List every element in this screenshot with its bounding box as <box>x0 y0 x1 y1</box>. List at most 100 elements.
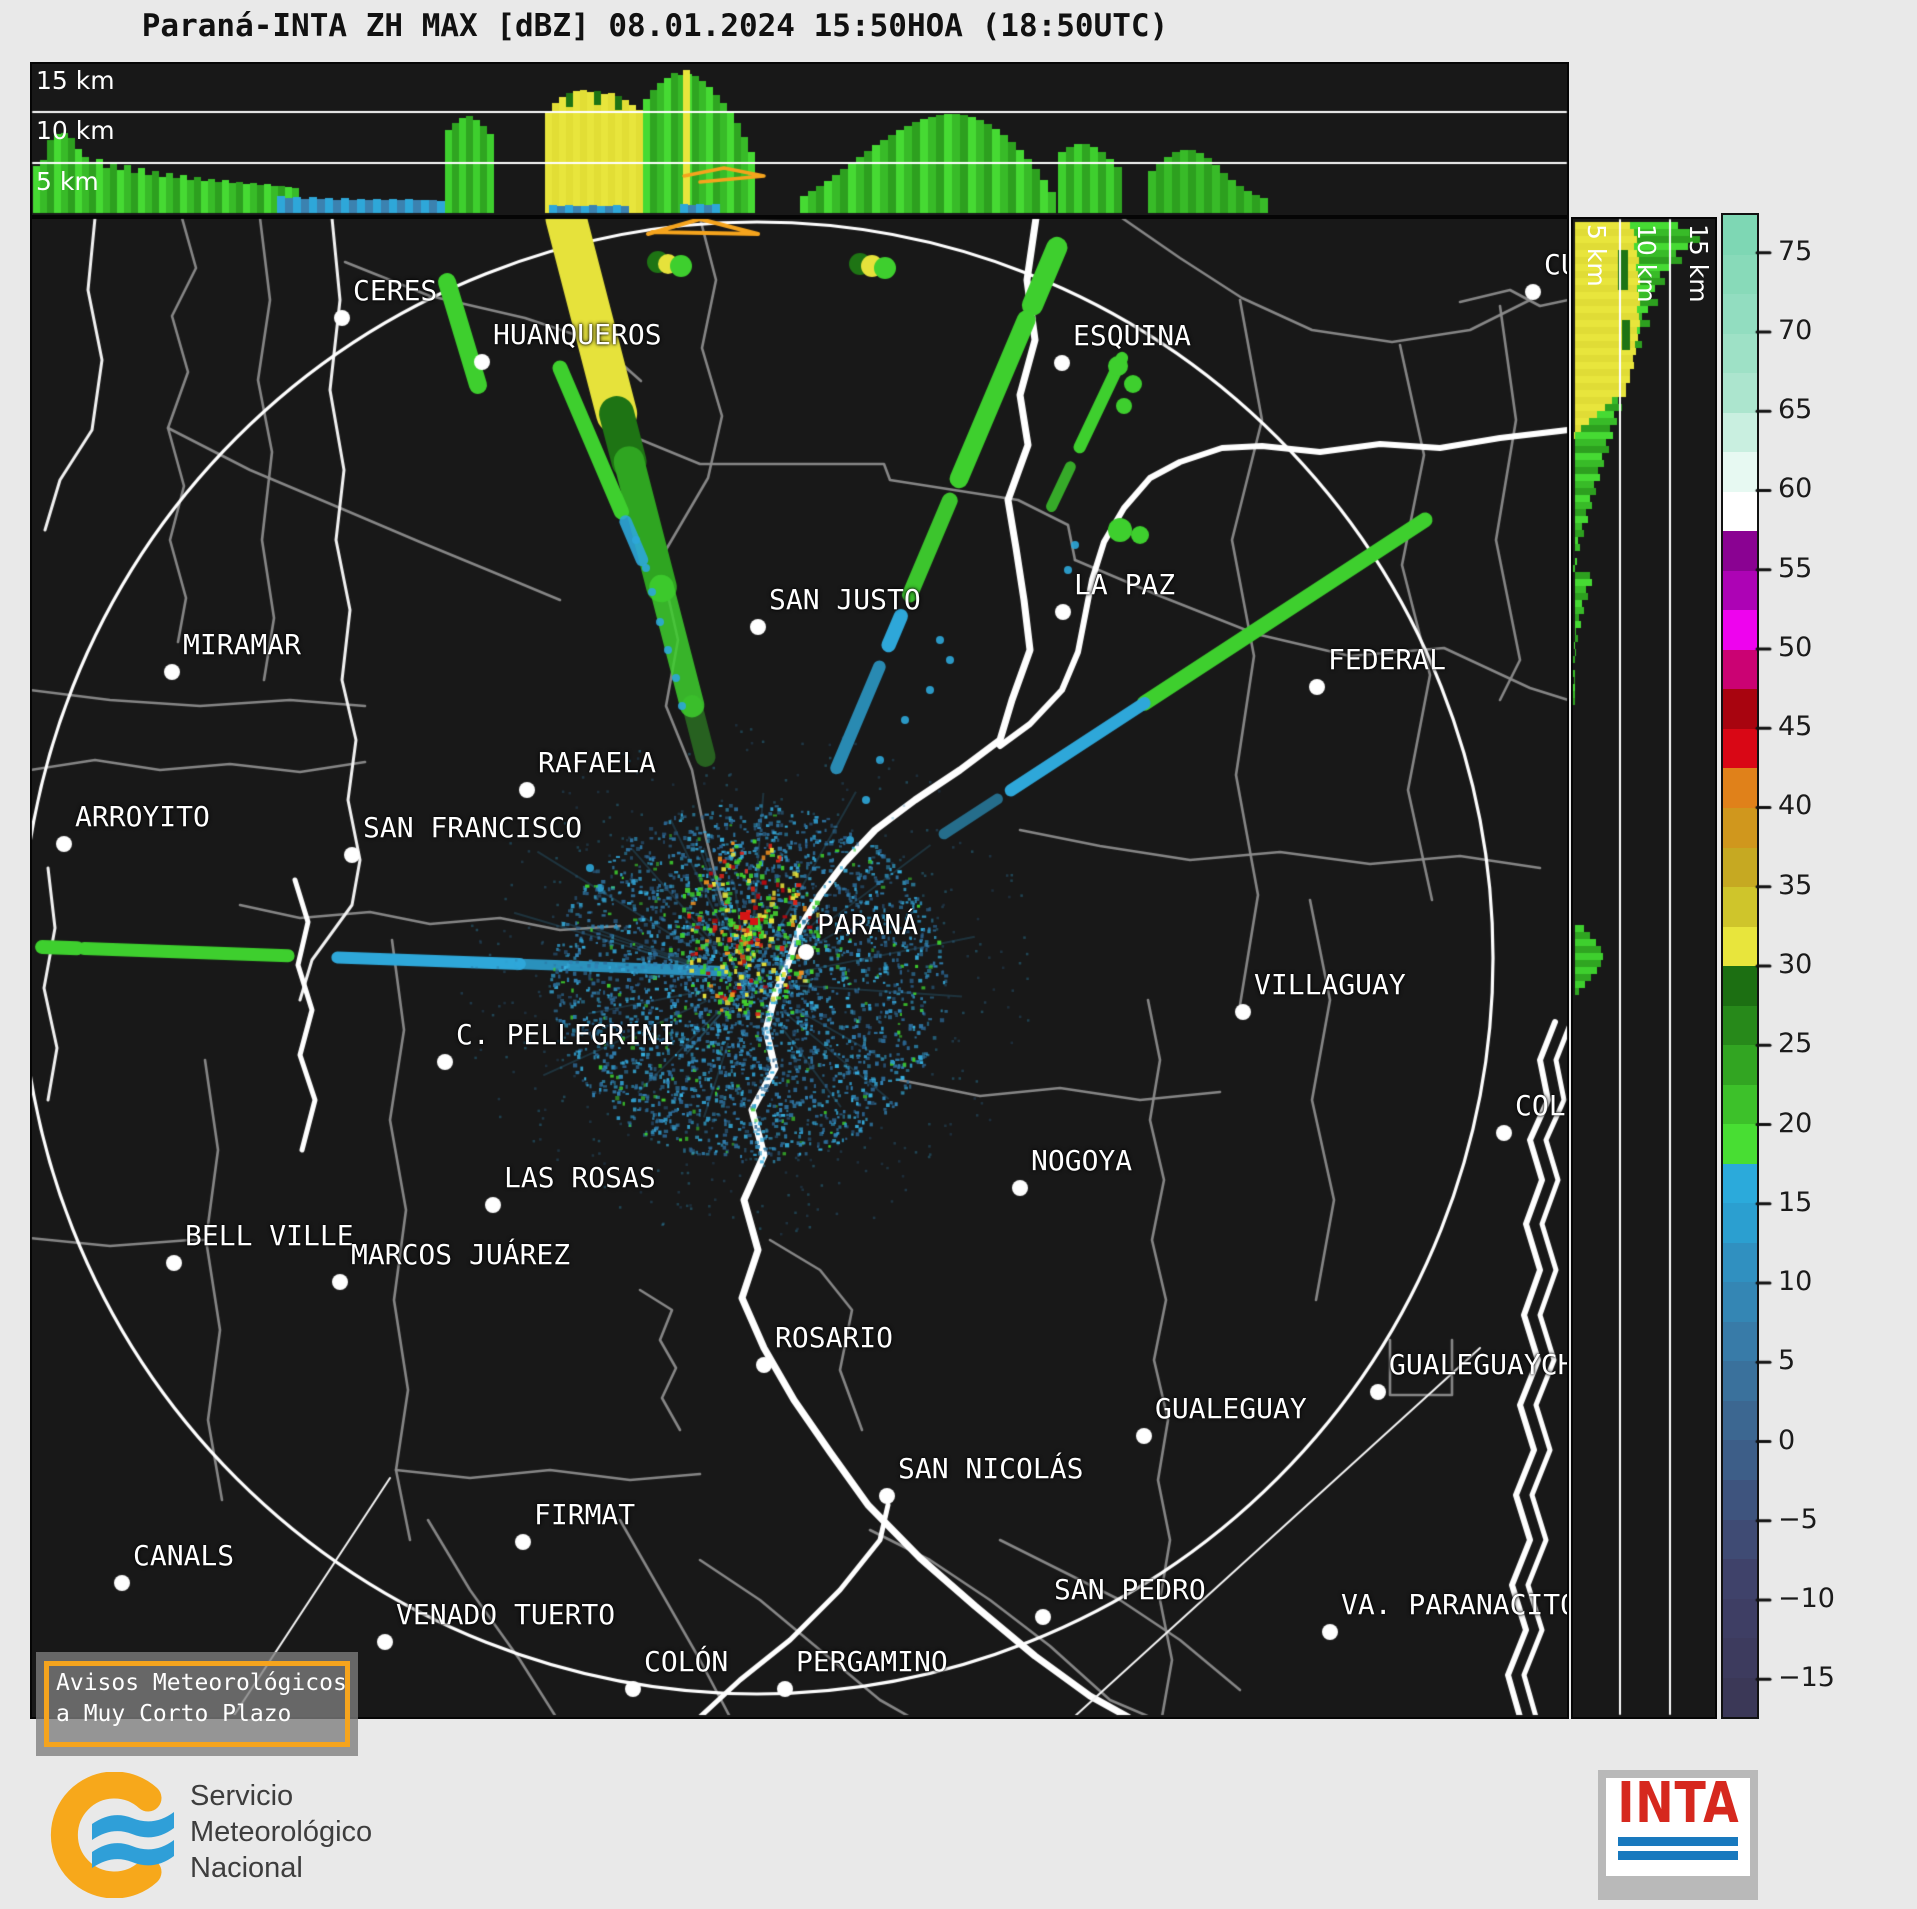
warning-banner[interactable]: Avisos Meteorológicos a Muy Corto Plazo <box>36 1652 358 1756</box>
warning-banner-border <box>44 1661 350 1747</box>
colorbar-segment <box>1723 1400 1757 1441</box>
colorbar-tick-label: 45 <box>1778 711 1813 743</box>
colorbar-segment <box>1723 1638 1757 1678</box>
smn-logo-block: Servicio Meteorológico Nacional <box>30 1771 530 1899</box>
smn-line-1: Servicio <box>190 1780 294 1812</box>
colorbar-segment <box>1723 1361 1757 1401</box>
colorbar-tick-label: 50 <box>1778 631 1813 663</box>
smn-wordmark: Servicio Meteorológico Nacional <box>190 1778 372 1886</box>
colorbar-tick-label: 60 <box>1778 473 1813 505</box>
colorbar-segment <box>1723 491 1757 532</box>
city-label: FEDERAL <box>1328 643 1447 676</box>
warning-line-2: a Muy Corto Plazo <box>56 1701 292 1727</box>
colorbar-segment <box>1723 689 1757 729</box>
map-label-layer: CU CERES HUANQUEROS ESQUINA SAN JUSTO LA PAZ M… <box>32 219 1567 1717</box>
colorbar-segment <box>1723 1321 1757 1362</box>
colorbar-tick-label: −10 <box>1778 1583 1835 1615</box>
right-panel-15km-label: 15 km <box>1684 224 1713 303</box>
colorbar-segment <box>1723 847 1757 888</box>
colorbar-tick-label: −15 <box>1778 1662 1835 1694</box>
city-label: COLÓN <box>1515 1089 1567 1122</box>
city-label: LA PAZ <box>1074 568 1176 601</box>
colorbar-tick-label: 30 <box>1778 949 1813 980</box>
city-label: VILLAGUAY <box>1254 968 1406 1001</box>
city-label: CERES <box>353 274 438 307</box>
smn-line-2: Meteorológico <box>190 1816 373 1848</box>
city-label: GUALEGUAYCHÚ <box>1389 1348 1567 1381</box>
colorbar-tick-label: −5 <box>1778 1503 1818 1535</box>
inta-bar-1 <box>1618 1837 1738 1846</box>
colorbar-segment <box>1723 531 1757 571</box>
reflectivity-colorbar <box>1721 213 1759 1719</box>
colorbar-tick-label: 5 <box>1778 1345 1796 1377</box>
city-label: MARCOS JUÁREZ <box>351 1238 571 1271</box>
city-label: CANALS <box>133 1539 235 1572</box>
colorbar-segment <box>1723 807 1757 848</box>
colorbar-tick-label: 75 <box>1778 235 1813 267</box>
colorbar-segment <box>1723 1084 1757 1125</box>
colorbar-tick-label: 0 <box>1778 1424 1796 1456</box>
city-label: COLÓN <box>644 1645 729 1678</box>
colorbar-segment <box>1723 966 1757 1006</box>
colorbar-segment <box>1723 1598 1757 1639</box>
right-cross-section-panel <box>1571 217 1717 1719</box>
right-panel-5km-label: 5 km <box>1582 224 1611 287</box>
inta-wordmark: INTA <box>1616 1771 1740 1836</box>
colorbar-segment <box>1723 610 1757 650</box>
city-label: GUALEGUAY <box>1155 1392 1307 1425</box>
colorbar-segment <box>1723 728 1757 769</box>
colorbar-segment <box>1723 412 1757 453</box>
smn-sun-icon <box>50 1771 162 1899</box>
city-label: HUANQUEROS <box>493 318 662 351</box>
city-label: SAN NICOLÁS <box>898 1452 1084 1485</box>
city-label: VENADO TUERTO <box>396 1598 616 1631</box>
smn-logo <box>50 1771 174 1899</box>
colorbar-segment <box>1723 887 1757 927</box>
colorbar-tick-label: 35 <box>1778 869 1813 901</box>
colorbar-tick-label: 70 <box>1778 314 1813 346</box>
colorbar-segment <box>1723 452 1757 492</box>
city-label: SAN PEDRO <box>1054 1573 1206 1606</box>
colorbar-segment <box>1723 1005 1757 1046</box>
city-label: ESQUINA <box>1073 319 1192 352</box>
colorbar-segment <box>1723 1242 1757 1283</box>
warning-banner-text: Avisos Meteorológicos a Muy Corto Plazo <box>56 1668 347 1730</box>
colorbar-segment <box>1723 1282 1757 1322</box>
colorbar-segment <box>1723 1045 1757 1085</box>
city-label: MIRAMAR <box>183 628 302 661</box>
colorbar-segment <box>1723 1440 1757 1480</box>
colorbar-tick-label: 65 <box>1778 394 1813 426</box>
colorbar-segment <box>1723 1163 1757 1204</box>
top-panel-5km-label: 5 km <box>36 167 99 196</box>
colorbar-segment <box>1723 1480 1757 1520</box>
page-title: Paraná-INTA ZH MAX [dBZ] 08.01.2024 15:5… <box>141 8 1169 44</box>
colorbar-tick-label: 55 <box>1778 552 1813 584</box>
city-label: VA. PARANACITO <box>1341 1588 1567 1621</box>
colorbar-segment <box>1723 294 1757 334</box>
colorbar-tick-label: 40 <box>1778 790 1813 822</box>
colorbar-segment <box>1723 333 1757 374</box>
smn-wave-icon-2 <box>92 1840 174 1868</box>
city-label: FIRMAT <box>534 1498 636 1531</box>
colorbar-segment <box>1723 373 1757 413</box>
city-label: SAN JUSTO <box>769 583 921 616</box>
city-label: LAS ROSAS <box>504 1161 656 1194</box>
smn-line-3: Nacional <box>190 1852 303 1884</box>
inta-logo-block: INTA <box>1598 1770 1758 1900</box>
top-panel-15km-label: 15 km <box>36 66 115 95</box>
colorbar-tick-label: 25 <box>1778 1028 1813 1060</box>
city-label: PARANÁ <box>817 908 919 941</box>
top-panel-10km-label: 10 km <box>36 116 115 145</box>
city-label: ROSARIO <box>775 1321 894 1354</box>
colorbar-segment <box>1723 1203 1757 1243</box>
city-label: C. PELLEGRINI <box>456 1018 676 1051</box>
city-label: SAN FRANCISCO <box>363 811 583 844</box>
colorbar-segment <box>1723 1124 1757 1164</box>
city-label: PERGAMINO <box>796 1645 948 1678</box>
city-label: ARROYITO <box>75 800 210 833</box>
colorbar-tick-label: 15 <box>1778 1186 1813 1218</box>
city-label: CU <box>1544 248 1567 281</box>
inta-logo: INTA <box>1606 1771 1750 1876</box>
city-label: NOGOYA <box>1031 1144 1133 1177</box>
